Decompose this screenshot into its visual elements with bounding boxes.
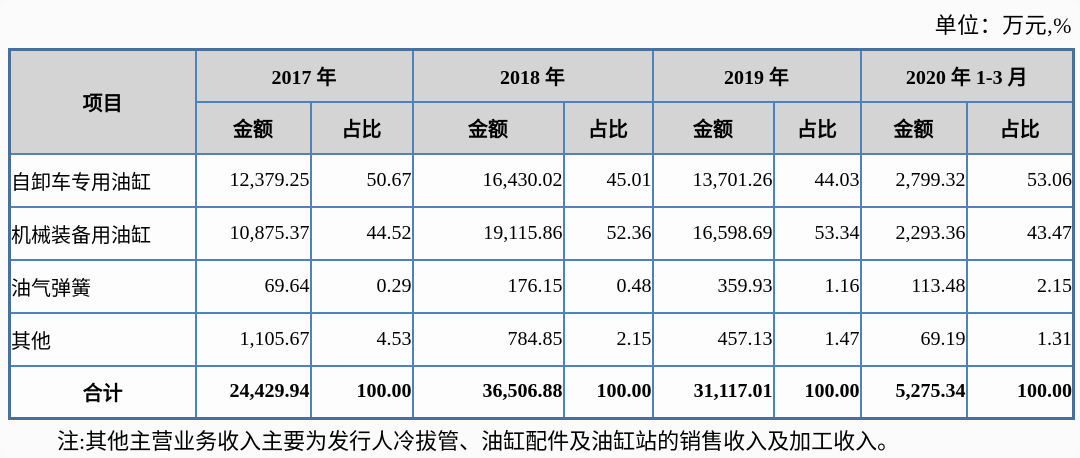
column-header-amount-2020q1: 金额 — [859, 100, 968, 155]
table-cell: 24,429.94 — [194, 364, 312, 420]
table-row-machinery-cylinder: 机械装备用油缸 10,875.37 44.52 19,115.86 52.36 … — [8, 205, 1075, 261]
table-cell: 100.00 — [965, 364, 1075, 420]
table-cell: 457.13 — [651, 311, 775, 367]
table-row-dump-truck-cylinder: 自卸车专用油缸 12,379.25 50.67 16,430.02 45.01 … — [8, 152, 1075, 208]
revenue-table: 项目 2017 年 2018 年 2019 年 2020 年 1-3 月 金额 … — [8, 48, 1076, 420]
table-cell: 100.00 — [562, 364, 654, 420]
table-cell: 69.19 — [859, 311, 968, 367]
table-cell: 44.03 — [772, 152, 862, 208]
table-cell: 19,115.86 — [411, 205, 565, 261]
table-cell: 36,506.88 — [411, 364, 565, 420]
column-header-ratio-2018: 占比 — [562, 100, 654, 155]
table-cell: 16,430.02 — [411, 152, 565, 208]
table-cell: 44.52 — [309, 205, 414, 261]
table-row-other: 其他 1,105.67 4.53 784.85 2.15 457.13 1.47… — [8, 311, 1075, 367]
table-cell: 2,293.36 — [859, 205, 968, 261]
column-header-year-2019: 2019 年 — [651, 48, 862, 103]
header-row-years: 项目 2017 年 2018 年 2019 年 2020 年 1-3 月 — [8, 48, 1075, 155]
table-row-gas-spring: 油气弹簧 69.64 0.29 176.15 0.48 359.93 1.16 … — [8, 258, 1075, 314]
table-cell: 176.15 — [411, 258, 565, 314]
table-cell: 1.31 — [965, 311, 1075, 367]
column-header-year-2020q1: 2020 年 1-3 月 — [859, 48, 1075, 103]
column-header-ratio-2019: 占比 — [772, 100, 862, 155]
table-cell: 53.34 — [772, 205, 862, 261]
column-header-year-2018: 2018 年 — [411, 48, 654, 103]
row-label: 其他 — [8, 311, 197, 367]
row-label: 油气弹簧 — [8, 258, 197, 314]
table-cell: 784.85 — [411, 311, 565, 367]
column-header-ratio-2020q1: 占比 — [965, 100, 1075, 155]
table-cell: 2.15 — [965, 258, 1075, 314]
table-cell: 113.48 — [859, 258, 968, 314]
footnote: 注:其他主营业务收入主要为发行人冷拔管、油缸配件及油缸站的销售收入及加工收入。 — [57, 429, 900, 454]
table-cell: 100.00 — [309, 364, 414, 420]
column-header-item: 项目 — [8, 48, 197, 155]
table-cell: 43.47 — [965, 205, 1075, 261]
table-cell: 45.01 — [562, 152, 654, 208]
table-cell: 359.93 — [651, 258, 775, 314]
table-cell: 1.47 — [772, 311, 862, 367]
column-header-amount-2018: 金额 — [411, 100, 565, 155]
table-cell: 12,379.25 — [194, 152, 312, 208]
table-cell: 1.16 — [772, 258, 862, 314]
table-cell: 2,799.32 — [859, 152, 968, 208]
table-cell: 31,117.01 — [651, 364, 775, 420]
row-label: 自卸车专用油缸 — [8, 152, 197, 208]
table-row-total: 合计 24,429.94 100.00 36,506.88 100.00 31,… — [8, 364, 1075, 420]
table-cell: 52.36 — [562, 205, 654, 261]
table-cell: 100.00 — [772, 364, 862, 420]
row-label: 机械装备用油缸 — [8, 205, 197, 261]
table-cell: 4.53 — [309, 311, 414, 367]
table-cell: 0.29 — [309, 258, 414, 314]
column-header-year-2017: 2017 年 — [194, 48, 414, 103]
table-cell: 50.67 — [309, 152, 414, 208]
table-cell: 69.64 — [194, 258, 312, 314]
table-cell: 0.48 — [562, 258, 654, 314]
table-cell: 1,105.67 — [194, 311, 312, 367]
column-header-ratio-2017: 占比 — [309, 100, 414, 155]
unit-label: 单位：万元,% — [934, 13, 1072, 38]
table-cell: 2.15 — [562, 311, 654, 367]
table-cell: 10,875.37 — [194, 205, 312, 261]
header-row-metrics: 金额 占比 金额 占比 金额 占比 金额 占比 — [10, 100, 1075, 155]
table-cell: 53.06 — [965, 152, 1075, 208]
table-cell: 5,275.34 — [859, 364, 968, 420]
total-label: 合计 — [8, 364, 197, 420]
column-header-amount-2017: 金额 — [194, 100, 312, 155]
column-header-amount-2019: 金额 — [651, 100, 775, 155]
table-cell: 13,701.26 — [651, 152, 775, 208]
table-cell: 16,598.69 — [651, 205, 775, 261]
